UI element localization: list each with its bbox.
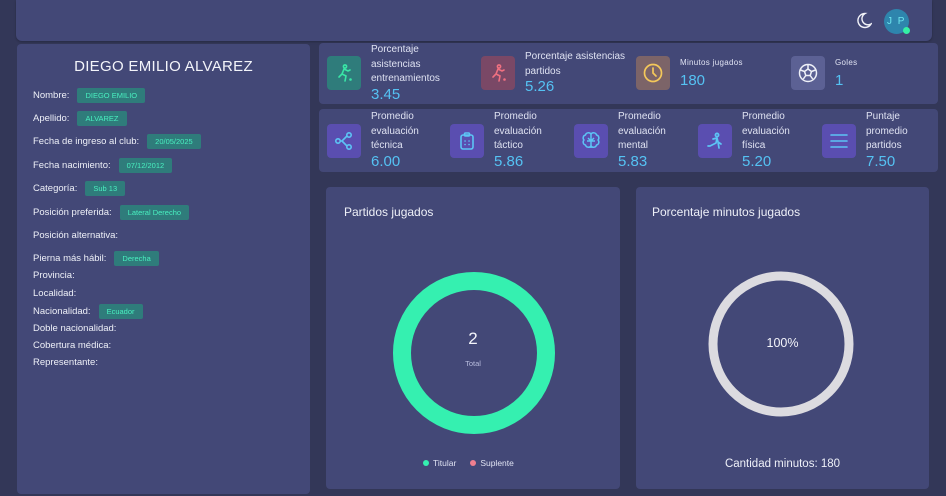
- field-label: Nacionalidad:: [33, 306, 91, 317]
- brain-icon: [574, 124, 608, 158]
- stat-asistencias-entrenamientos: Porcentaje asistencias entrenamientos 3.…: [327, 44, 461, 103]
- top-bar: [16, 0, 932, 41]
- soccer-ball-icon: [791, 56, 825, 90]
- field-pierna: Pierna más hábil: Derecha: [33, 251, 159, 266]
- stat-asistencias-partidos: Porcentaje asistencias partidos 5.26: [481, 51, 655, 95]
- clipboard-icon: [450, 124, 484, 158]
- field-label: Cobertura médica:: [33, 340, 112, 351]
- field-value-badge: Ecuador: [98, 304, 143, 319]
- legend-item-suplente[interactable]: Suplente: [470, 458, 514, 468]
- user-avatar[interactable]: J P: [884, 9, 910, 34]
- field-value-badge: Lateral Derecho: [119, 205, 190, 220]
- field-provincia: Provincia:: [33, 270, 75, 281]
- stat-label: Puntaje promedio partidos: [866, 111, 908, 151]
- player-profile-panel: DIEGO EMILIO ALVAREZ Nombre: DIEGO EMILI…: [17, 44, 310, 494]
- clock-icon: [636, 56, 670, 90]
- minutes-ring-chart[interactable]: [707, 270, 855, 418]
- chart-legend: Titular Suplente: [423, 458, 514, 468]
- stat-label: Porcentaje asistencias partidos: [525, 51, 626, 77]
- field-categoria: Categoría: Sub 13: [33, 181, 126, 196]
- stat-value: 5.26: [525, 78, 555, 95]
- menu-lines-icon: [822, 124, 856, 158]
- field-representante: Representante:: [33, 357, 98, 368]
- field-label: Doble nacionalidad:: [33, 323, 117, 334]
- field-value-badge: ALVAREZ: [77, 111, 127, 126]
- stat-value: 5.86: [494, 152, 524, 170]
- field-value-badge: DIEGO EMILIO: [77, 88, 146, 103]
- stat-evaluacion-tactico: Promedio evaluación táctico 5.86: [450, 111, 564, 170]
- legend-label: Suplente: [480, 458, 514, 468]
- stat-value: 7.50: [866, 152, 896, 170]
- field-label: Provincia:: [33, 270, 75, 281]
- field-posicion-alternativa: Posición alternativa:: [33, 230, 118, 241]
- share-nodes-icon: [327, 124, 361, 158]
- field-label: Representante:: [33, 357, 98, 368]
- card-title: Porcentaje minutos jugados: [652, 205, 801, 219]
- stat-label: Promedio evaluación táctico: [494, 111, 542, 151]
- stats-row-evaluations: Promedio evaluación técnica 6.00 Promedi…: [319, 109, 938, 172]
- stat-label: Promedio evaluación técnica: [371, 111, 419, 151]
- field-cobertura-medica: Cobertura médica:: [33, 340, 111, 351]
- stretching-icon: [698, 124, 732, 158]
- field-nacionalidad: Nacionalidad: Ecuador: [33, 304, 143, 319]
- field-value-badge: Sub 13: [85, 181, 126, 196]
- player-full-name: DIEGO EMILIO ALVAREZ: [74, 58, 253, 75]
- field-label: Pierna más hábil:: [33, 253, 107, 264]
- stat-label: Promedio evaluación mental: [618, 111, 666, 151]
- field-label: Posición alternativa:: [33, 230, 119, 241]
- stat-evaluacion-fisica: Promedio evaluación física 5.20: [698, 111, 812, 170]
- stat-value: 5.83: [618, 152, 648, 170]
- soccer-player-icon: [481, 56, 515, 90]
- stat-value: 6.00: [371, 152, 401, 170]
- field-label: Categoría:: [33, 183, 78, 194]
- legend-dot: [423, 460, 429, 466]
- field-posicion-preferida: Posición preferida: Lateral Derecho: [33, 205, 190, 220]
- user-initials: J P: [887, 16, 906, 27]
- minutes-percentage-card: Porcentaje minutos jugados 100% Cantidad…: [636, 187, 929, 489]
- field-apellido: Apellido: ALVAREZ: [33, 111, 127, 126]
- moon-icon[interactable]: [856, 12, 872, 30]
- field-label: Posición preferida:: [33, 207, 112, 218]
- donut-total-label: Total: [465, 359, 481, 368]
- ring-percent-label: 100%: [766, 336, 799, 350]
- field-doble-nacionalidad: Doble nacionalidad:: [33, 323, 116, 334]
- field-label: Nombre:: [33, 90, 70, 101]
- donut-total-value: 2: [468, 329, 478, 348]
- stat-minutos-jugados: Minutos jugados 180: [636, 56, 743, 90]
- stat-label: Promedio evaluación física: [742, 111, 790, 151]
- field-value-badge: Derecha: [114, 251, 159, 266]
- matches-played-card: Partidos jugados 2 Total Titular Suplent…: [326, 187, 620, 489]
- stat-puntaje-partidos: Puntaje promedio partidos 7.50: [822, 111, 926, 170]
- field-value-badge: 07/12/2012: [118, 158, 173, 173]
- field-label: Fecha nacimiento:: [33, 160, 111, 171]
- field-label: Apellido:: [33, 113, 70, 124]
- legend-label: Titular: [433, 458, 457, 468]
- online-status-dot: [903, 27, 910, 34]
- stat-goles: Goles 1: [791, 56, 857, 90]
- field-fecha-nacimiento: Fecha nacimiento: 07/12/2012: [33, 158, 173, 173]
- field-value-badge: 20/05/2025: [147, 134, 201, 149]
- card-title: Partidos jugados: [344, 205, 434, 219]
- stat-label: Minutos jugados: [680, 58, 743, 67]
- legend-dot: [470, 460, 477, 466]
- soccer-player-icon: [327, 56, 361, 90]
- stat-evaluacion-mental: Promedio evaluación mental 5.83: [574, 111, 688, 170]
- stat-value: 3.45: [371, 85, 401, 103]
- field-localidad: Localidad:: [33, 288, 76, 299]
- stats-row-attendance: Porcentaje asistencias entrenamientos 3.…: [319, 43, 938, 104]
- field-label: Localidad:: [33, 288, 77, 299]
- stat-label: Goles: [835, 58, 858, 67]
- stat-label: Porcentaje asistencias entrenamientos: [371, 44, 440, 84]
- stat-evaluacion-tecnica: Promedio evaluación técnica 6.00: [327, 111, 441, 170]
- field-label: Fecha de ingreso al club:: [33, 136, 140, 147]
- field-nombre: Nombre: DIEGO EMILIO: [33, 88, 146, 103]
- stat-value: 180: [680, 71, 706, 89]
- matches-donut-chart[interactable]: [392, 271, 556, 435]
- minutes-total-footer: Cantidad minutos: 180: [724, 458, 841, 470]
- stat-value: 1: [835, 71, 844, 89]
- legend-item-titular[interactable]: Titular: [423, 458, 456, 468]
- stat-value: 5.20: [742, 152, 772, 170]
- field-fecha-ingreso: Fecha de ingreso al club: 20/05/2025: [33, 134, 201, 149]
